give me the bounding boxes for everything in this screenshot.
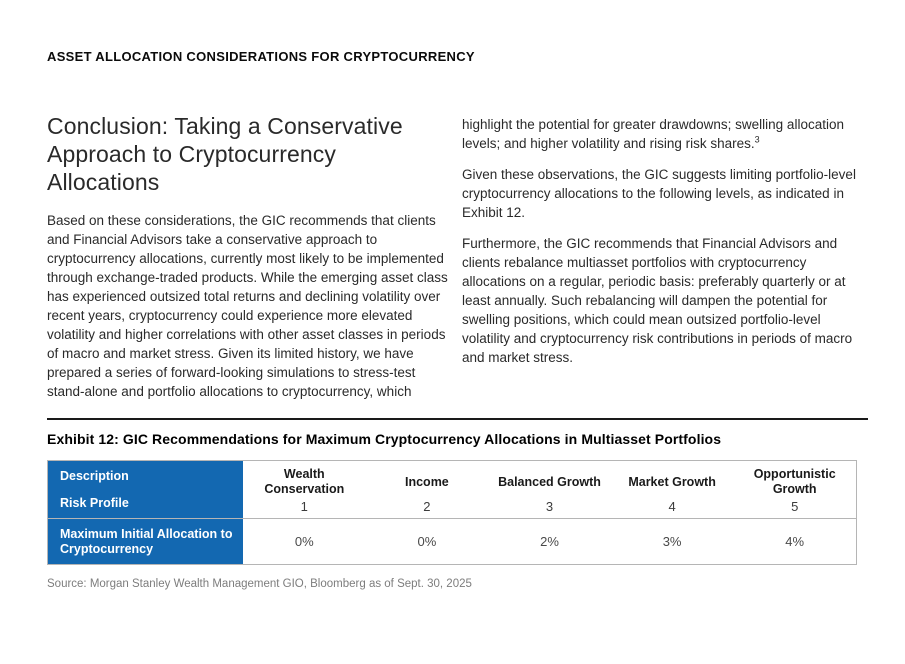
table-column-header: Balanced Growth 3: [488, 461, 611, 520]
column-risk-number: 1: [300, 499, 308, 515]
column-name: Wealth Conservation: [264, 467, 345, 497]
allocation-value: 2%: [488, 519, 611, 565]
left-column: Conclusion: Taking a Conservative Approa…: [47, 112, 448, 413]
table-header-label-risk-profile: Risk Profile: [60, 496, 129, 511]
right-column: highlight the potential for greater draw…: [462, 112, 868, 413]
exhibit-table: Description Risk Profile Wealth Conserva…: [47, 460, 857, 566]
column-risk-number: 4: [668, 499, 676, 515]
document-kicker: ASSET ALLOCATION CONSIDERATIONS FOR CRYP…: [47, 49, 475, 64]
source-note: Source: Morgan Stanley Wealth Management…: [47, 578, 472, 591]
column-risk-number: 2: [423, 499, 431, 515]
table-column-header: Income 2: [365, 461, 489, 520]
column-risk-number: 3: [545, 499, 554, 515]
column-name: Income: [405, 474, 449, 489]
table-header-label-cell: Description Risk Profile: [48, 461, 243, 520]
allocation-value: 0%: [243, 519, 366, 565]
two-column-body: Conclusion: Taking a Conservative Approa…: [47, 112, 868, 413]
paragraph-text: highlight the potential for greater draw…: [462, 117, 844, 152]
table-row-label: Maximum Initial Allocation to Cryptocurr…: [60, 527, 233, 557]
table-column-header: Market Growth 4: [610, 461, 734, 520]
allocation-value: 0%: [365, 519, 489, 565]
body-paragraph-right-3: Furthermore, the GIC recommends that Fin…: [462, 236, 853, 366]
column-name: Market Growth: [628, 474, 716, 489]
body-paragraph-right-1: highlight the potential for greater draw…: [462, 115, 868, 153]
column-risk-number: 5: [791, 499, 799, 515]
section-divider: [47, 418, 868, 421]
table-column-header: Opportunistic Growth 5: [733, 461, 856, 520]
allocation-value: 4%: [733, 519, 856, 565]
body-paragraph-left: Based on these considerations, the GIC r…: [47, 213, 448, 400]
body-paragraph-right-2: Given these observations, the GIC sugges…: [462, 167, 856, 221]
column-name: Balanced Growth: [498, 474, 601, 489]
footnote-marker: 3: [754, 134, 760, 145]
table-column-header: Wealth Conservation 1: [243, 461, 366, 520]
table-header-label-description: Description: [60, 469, 129, 484]
allocation-value: 3%: [610, 519, 734, 565]
section-heading: Conclusion: Taking a Conservative Approa…: [47, 113, 403, 196]
table-row-label-cell: Maximum Initial Allocation to Cryptocurr…: [48, 519, 243, 565]
column-name: Opportunistic Growth: [753, 467, 836, 497]
exhibit-title: Exhibit 12: GIC Recommendations for Maxi…: [47, 431, 722, 448]
